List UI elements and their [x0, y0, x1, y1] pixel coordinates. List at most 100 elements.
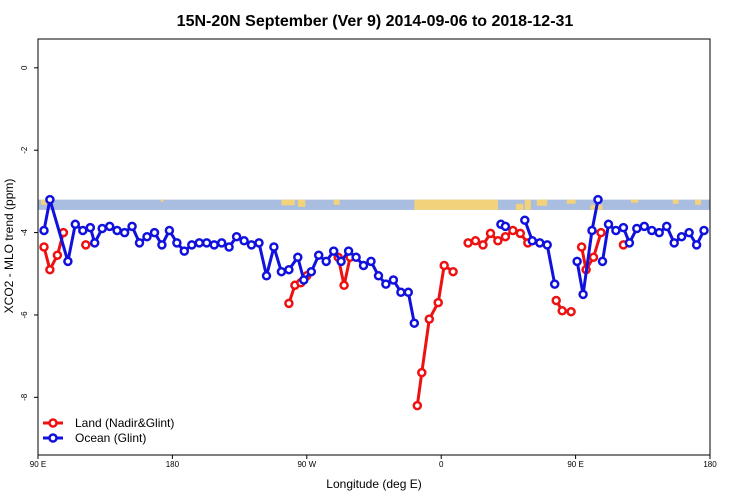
legend-item-ocean: Ocean (Glint): [43, 431, 146, 445]
data-point: [97, 223, 107, 234]
data-point: [669, 238, 679, 248]
data-point: [551, 295, 561, 306]
data-point: [284, 264, 294, 275]
data-point: [485, 228, 496, 239]
x-tick-label: 180: [703, 460, 717, 469]
data-point: [269, 242, 279, 252]
data-point: [261, 271, 272, 281]
data-point: [142, 231, 152, 242]
data-point: [587, 225, 597, 236]
series-line: [42, 198, 416, 324]
data-point: [527, 236, 538, 246]
data-point: [624, 238, 635, 248]
data-point: [396, 287, 406, 298]
legend-marker-ocean: [48, 433, 58, 443]
map-strip-land: [297, 199, 306, 207]
data-point: [572, 256, 582, 267]
series-layer: [39, 194, 709, 411]
data-point: [470, 236, 481, 246]
data-point: [381, 279, 391, 289]
data-point: [134, 238, 145, 248]
y-tick-label: -4: [20, 228, 29, 236]
data-point: [89, 238, 100, 248]
data-point: [588, 252, 599, 263]
data-point: [313, 250, 324, 260]
plot-frame: [37, 38, 711, 456]
y-tick-label: -8: [20, 393, 29, 401]
map-strip-land: [536, 199, 548, 206]
data-point: [45, 264, 55, 275]
y-tick-label: 0: [20, 65, 29, 70]
data-point: [201, 238, 212, 248]
data-point: [231, 231, 242, 242]
data-point: [417, 367, 427, 378]
map-strip-land: [333, 199, 340, 205]
data-point: [172, 238, 182, 248]
series-ocean: [39, 194, 709, 328]
data-point: [179, 246, 190, 256]
data-point: [366, 256, 376, 267]
data-point: [699, 225, 709, 236]
data-point: [448, 266, 458, 277]
chart-title: 15N-20N September (Ver 9) 2014-09-06 to …: [177, 13, 574, 30]
data-point: [306, 266, 317, 277]
x-tick-label: 0: [439, 460, 444, 469]
data-point: [276, 266, 287, 277]
map-strip: [38, 199, 710, 210]
map-strip-land: [630, 199, 639, 203]
data-point: [412, 400, 423, 411]
series-line: [575, 199, 600, 296]
map-strip-land: [515, 203, 524, 210]
data-point: [500, 231, 511, 242]
data-point: [85, 222, 96, 233]
data-point: [336, 256, 346, 267]
data-point: [403, 287, 414, 298]
data-point: [611, 225, 621, 236]
map-strip-land: [281, 199, 295, 206]
data-point: [557, 306, 567, 316]
y-axis-ticks: 0 -2 -4 -6 -8: [20, 65, 38, 401]
y-axis-label: XCO2 - MLO trend (ppm): [2, 179, 16, 314]
data-point: [661, 221, 672, 232]
map-strip-land: [566, 199, 576, 204]
map-strip-land: [524, 199, 531, 210]
data-point: [566, 306, 576, 317]
data-point: [578, 289, 588, 300]
data-point: [508, 225, 518, 236]
data-point: [104, 221, 115, 232]
data-point: [293, 252, 303, 263]
data-point: [500, 221, 511, 232]
data-point: [684, 227, 694, 238]
data-point: [78, 225, 88, 236]
data-point: [164, 225, 175, 236]
x-tick-label: 90 W: [297, 460, 316, 469]
data-point: [39, 242, 49, 252]
data-point: [119, 227, 130, 238]
data-point: [515, 228, 526, 239]
y-tick-label: -2: [20, 146, 29, 154]
x-tick-label: 90 E: [30, 460, 46, 469]
x-tick-label: 90 E: [567, 460, 583, 469]
legend-item-land: Land (Nadir&Glint): [43, 416, 174, 430]
data-point: [149, 227, 160, 238]
legend-label-land: Land (Nadir&Glint): [75, 416, 174, 430]
data-point: [439, 260, 449, 271]
data-point: [187, 240, 197, 250]
data-point: [654, 227, 664, 238]
data-point: [216, 238, 227, 248]
data-point: [39, 225, 49, 236]
data-point: [542, 240, 552, 250]
data-point: [339, 280, 349, 291]
data-point: [596, 227, 606, 238]
data-point: [321, 256, 331, 267]
data-point: [209, 240, 219, 250]
data-point: [81, 240, 91, 250]
data-point: [691, 240, 702, 250]
data-point: [254, 238, 264, 248]
data-point: [597, 256, 608, 267]
series-line: [415, 264, 454, 406]
map-strip-land: [40, 199, 47, 205]
data-point: [388, 275, 399, 285]
data-point: [603, 219, 614, 230]
